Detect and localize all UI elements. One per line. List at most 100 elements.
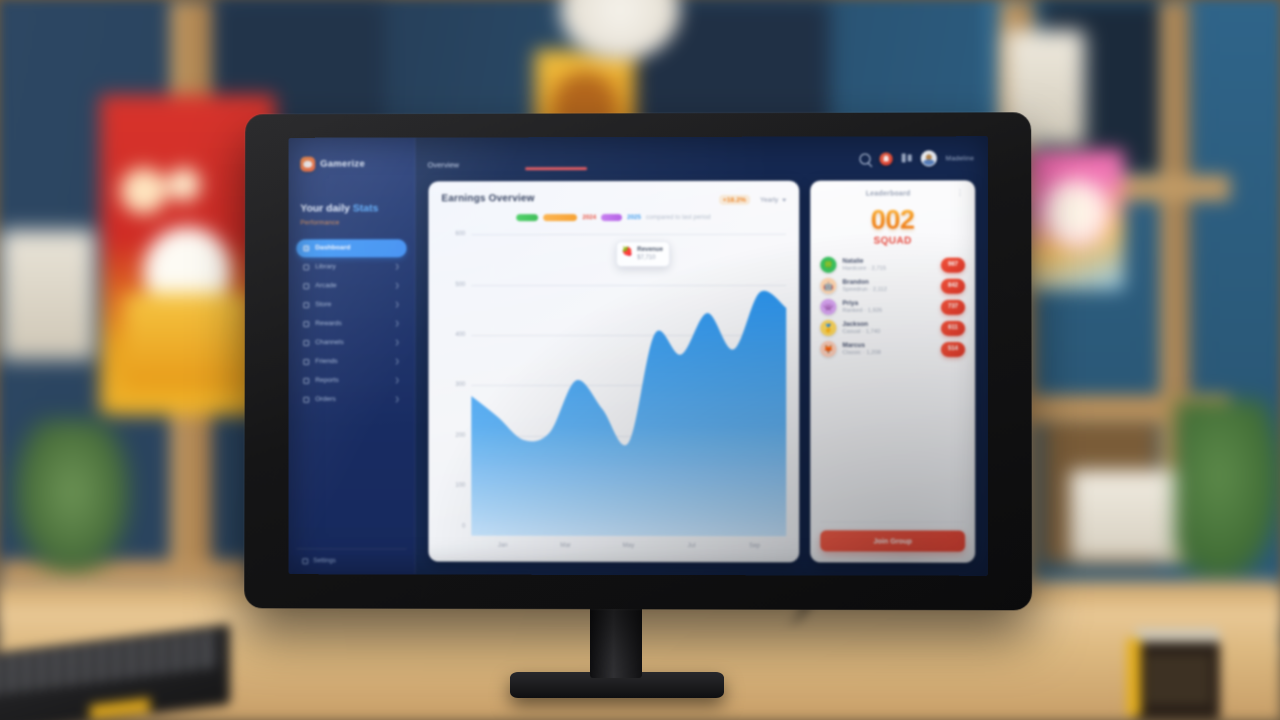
score-badge[interactable]: 987 bbox=[940, 257, 966, 273]
legend-label-2025[interactable]: 2025 bbox=[627, 213, 641, 222]
legend-label-2024[interactable]: 2024 bbox=[582, 214, 597, 222]
hero-subtitle: SQUAD bbox=[873, 235, 912, 247]
list-item[interactable]: 👾 Priya Ranked · 1,926 737 bbox=[820, 298, 966, 315]
avatar: 🥇 bbox=[820, 319, 837, 336]
flame-logo-icon bbox=[300, 156, 316, 172]
join-group-button[interactable]: Join Group bbox=[820, 530, 966, 552]
player-name: Priya bbox=[842, 299, 859, 307]
player-meta: Classic · 1,208 bbox=[842, 349, 881, 356]
active-tab-indicator bbox=[525, 167, 588, 171]
tooltip-label: Revenue bbox=[637, 245, 663, 253]
range-select-value: Yearly bbox=[760, 196, 779, 204]
book-icon bbox=[303, 263, 310, 270]
range-select[interactable]: Yearly bbox=[760, 196, 787, 204]
sidebar-footer-label: Settings bbox=[313, 557, 336, 565]
y-axis: 600 500 400 300 200 100 0 bbox=[441, 225, 471, 535]
sidebar-item-arcade[interactable]: Arcade ❯ bbox=[296, 277, 406, 295]
player-name: Jackson bbox=[842, 320, 869, 328]
chart-card-header: Earnings Overview +18.2% Yearly bbox=[441, 193, 787, 206]
chevron-right-icon: ❯ bbox=[394, 396, 400, 403]
y-tick: 200 bbox=[455, 432, 466, 439]
sidebar-item-label: Orders bbox=[315, 395, 336, 403]
main-area: Overview Madeline bbox=[415, 136, 989, 576]
score-badge[interactable]: 611 bbox=[940, 320, 966, 336]
leaderboard-list: 🍀 Natalie Hardcore · 2,715 987 🤖 bbox=[820, 256, 966, 358]
search-icon[interactable] bbox=[859, 152, 871, 165]
gear-icon bbox=[302, 557, 309, 564]
x-tick: Jul bbox=[687, 541, 696, 549]
legend-chip-orange[interactable] bbox=[543, 214, 578, 222]
score-badge[interactable]: 514 bbox=[940, 341, 966, 357]
player-meta: Speedrun · 2,112 bbox=[842, 286, 887, 293]
x-tick: Sep bbox=[749, 541, 761, 549]
chevron-right-icon: ❯ bbox=[394, 264, 400, 271]
brand[interactable]: Gamerize bbox=[288, 150, 414, 176]
apps-grid-icon[interactable] bbox=[901, 153, 911, 163]
list-item[interactable]: 🍀 Natalie Hardcore · 2,715 987 bbox=[820, 256, 966, 273]
leaderboard-card: Leaderboard ⋮ 002 SQUAD 🍀 Natalie bbox=[810, 180, 976, 563]
gift-icon bbox=[303, 320, 310, 327]
avatar[interactable] bbox=[920, 150, 937, 167]
leaderboard-title: Leaderboard bbox=[865, 190, 911, 198]
topbar-actions: Madeline bbox=[859, 150, 975, 167]
chevron-right-icon: ❯ bbox=[394, 340, 400, 347]
list-item[interactable]: 🦊 Marcus Classic · 1,208 514 bbox=[820, 340, 966, 358]
tooltip-value: $7,710 bbox=[637, 254, 656, 261]
player-name: Natalie bbox=[842, 257, 864, 265]
chart-legend: 2024 2025 compared to last period bbox=[441, 214, 786, 222]
sidebar-item-label: Rewards bbox=[315, 320, 342, 328]
strawberry-icon: 🍓 bbox=[621, 245, 634, 256]
user-name: Madeline bbox=[945, 154, 975, 162]
sidebar-item-label: Library bbox=[315, 263, 336, 271]
hero-number: 002 bbox=[820, 205, 965, 235]
tab-overview[interactable]: Overview bbox=[427, 160, 460, 170]
x-tick: May bbox=[622, 541, 635, 549]
sidebar-item-reports[interactable]: Reports ❯ bbox=[296, 372, 406, 390]
legend-chip-purple[interactable] bbox=[601, 214, 623, 222]
tv-icon bbox=[303, 339, 310, 346]
player-meta: Casual · 1,740 bbox=[842, 328, 881, 335]
earnings-chart-card: Earnings Overview +18.2% Yearly bbox=[428, 180, 800, 563]
sidebar-item-label: Channels bbox=[315, 339, 344, 347]
chevron-right-icon: ❯ bbox=[394, 359, 400, 366]
chevron-right-icon: ❯ bbox=[394, 302, 400, 309]
legend-chip-green[interactable] bbox=[516, 214, 539, 222]
score-badge[interactable]: 737 bbox=[940, 299, 966, 315]
content-region: Earnings Overview +18.2% Yearly bbox=[416, 180, 989, 575]
notification-bell-icon[interactable] bbox=[879, 151, 893, 166]
sidebar-item-friends[interactable]: Friends ❯ bbox=[296, 353, 406, 371]
sidebar-item-library[interactable]: Library ❯ bbox=[296, 258, 406, 276]
player-name: Marcus bbox=[842, 341, 865, 349]
list-item[interactable]: 🥇 Jackson Casual · 1,740 611 bbox=[820, 319, 966, 336]
list-item[interactable]: 🤖 Brandon Speedrun · 2,112 842 bbox=[820, 277, 966, 294]
sidebar-title-prefix: Your daily bbox=[300, 202, 350, 215]
score-badge[interactable]: 842 bbox=[940, 278, 966, 294]
pink-poster bbox=[1028, 150, 1124, 290]
sidebar-item-label: Dashboard bbox=[315, 244, 351, 252]
sidebar-item-channels[interactable]: Channels ❯ bbox=[296, 334, 406, 352]
sidebar-item-rewards[interactable]: Rewards ❯ bbox=[296, 315, 406, 333]
hero-block: 002 SQUAD bbox=[820, 205, 965, 247]
chart-icon bbox=[303, 377, 310, 384]
plot-area: 🍓 Revenue $7,710 bbox=[471, 225, 787, 537]
monitor-stand-neck bbox=[590, 600, 642, 678]
avatar: 👾 bbox=[820, 298, 837, 315]
brand-name: Gamerize bbox=[320, 158, 366, 170]
player-meta: Hardcore · 2,715 bbox=[842, 265, 887, 272]
sidebar-item-label: Arcade bbox=[315, 282, 337, 290]
chart-title: Earnings Overview bbox=[441, 193, 535, 205]
more-vertical-icon[interactable]: ⋮ bbox=[956, 188, 966, 198]
sidebar-item-store[interactable]: Store ❯ bbox=[296, 296, 406, 314]
sidebar-item-settings[interactable]: Settings bbox=[296, 548, 407, 575]
plant bbox=[1175, 400, 1280, 590]
sidebar-item-label: Reports bbox=[315, 377, 339, 385]
monitor-screen[interactable]: Gamerize Your daily Stats Performance Da… bbox=[288, 136, 989, 576]
y-tick: 100 bbox=[455, 482, 466, 489]
area-chart[interactable] bbox=[471, 225, 787, 537]
sidebar-item-dashboard[interactable]: Dashboard bbox=[296, 238, 407, 257]
chevron-down-icon bbox=[782, 198, 787, 202]
topbar: Overview Madeline bbox=[416, 136, 989, 181]
sidebar-item-orders[interactable]: Orders ❯ bbox=[296, 390, 406, 408]
x-axis: Jan Mar May Jul Sep bbox=[441, 536, 786, 555]
